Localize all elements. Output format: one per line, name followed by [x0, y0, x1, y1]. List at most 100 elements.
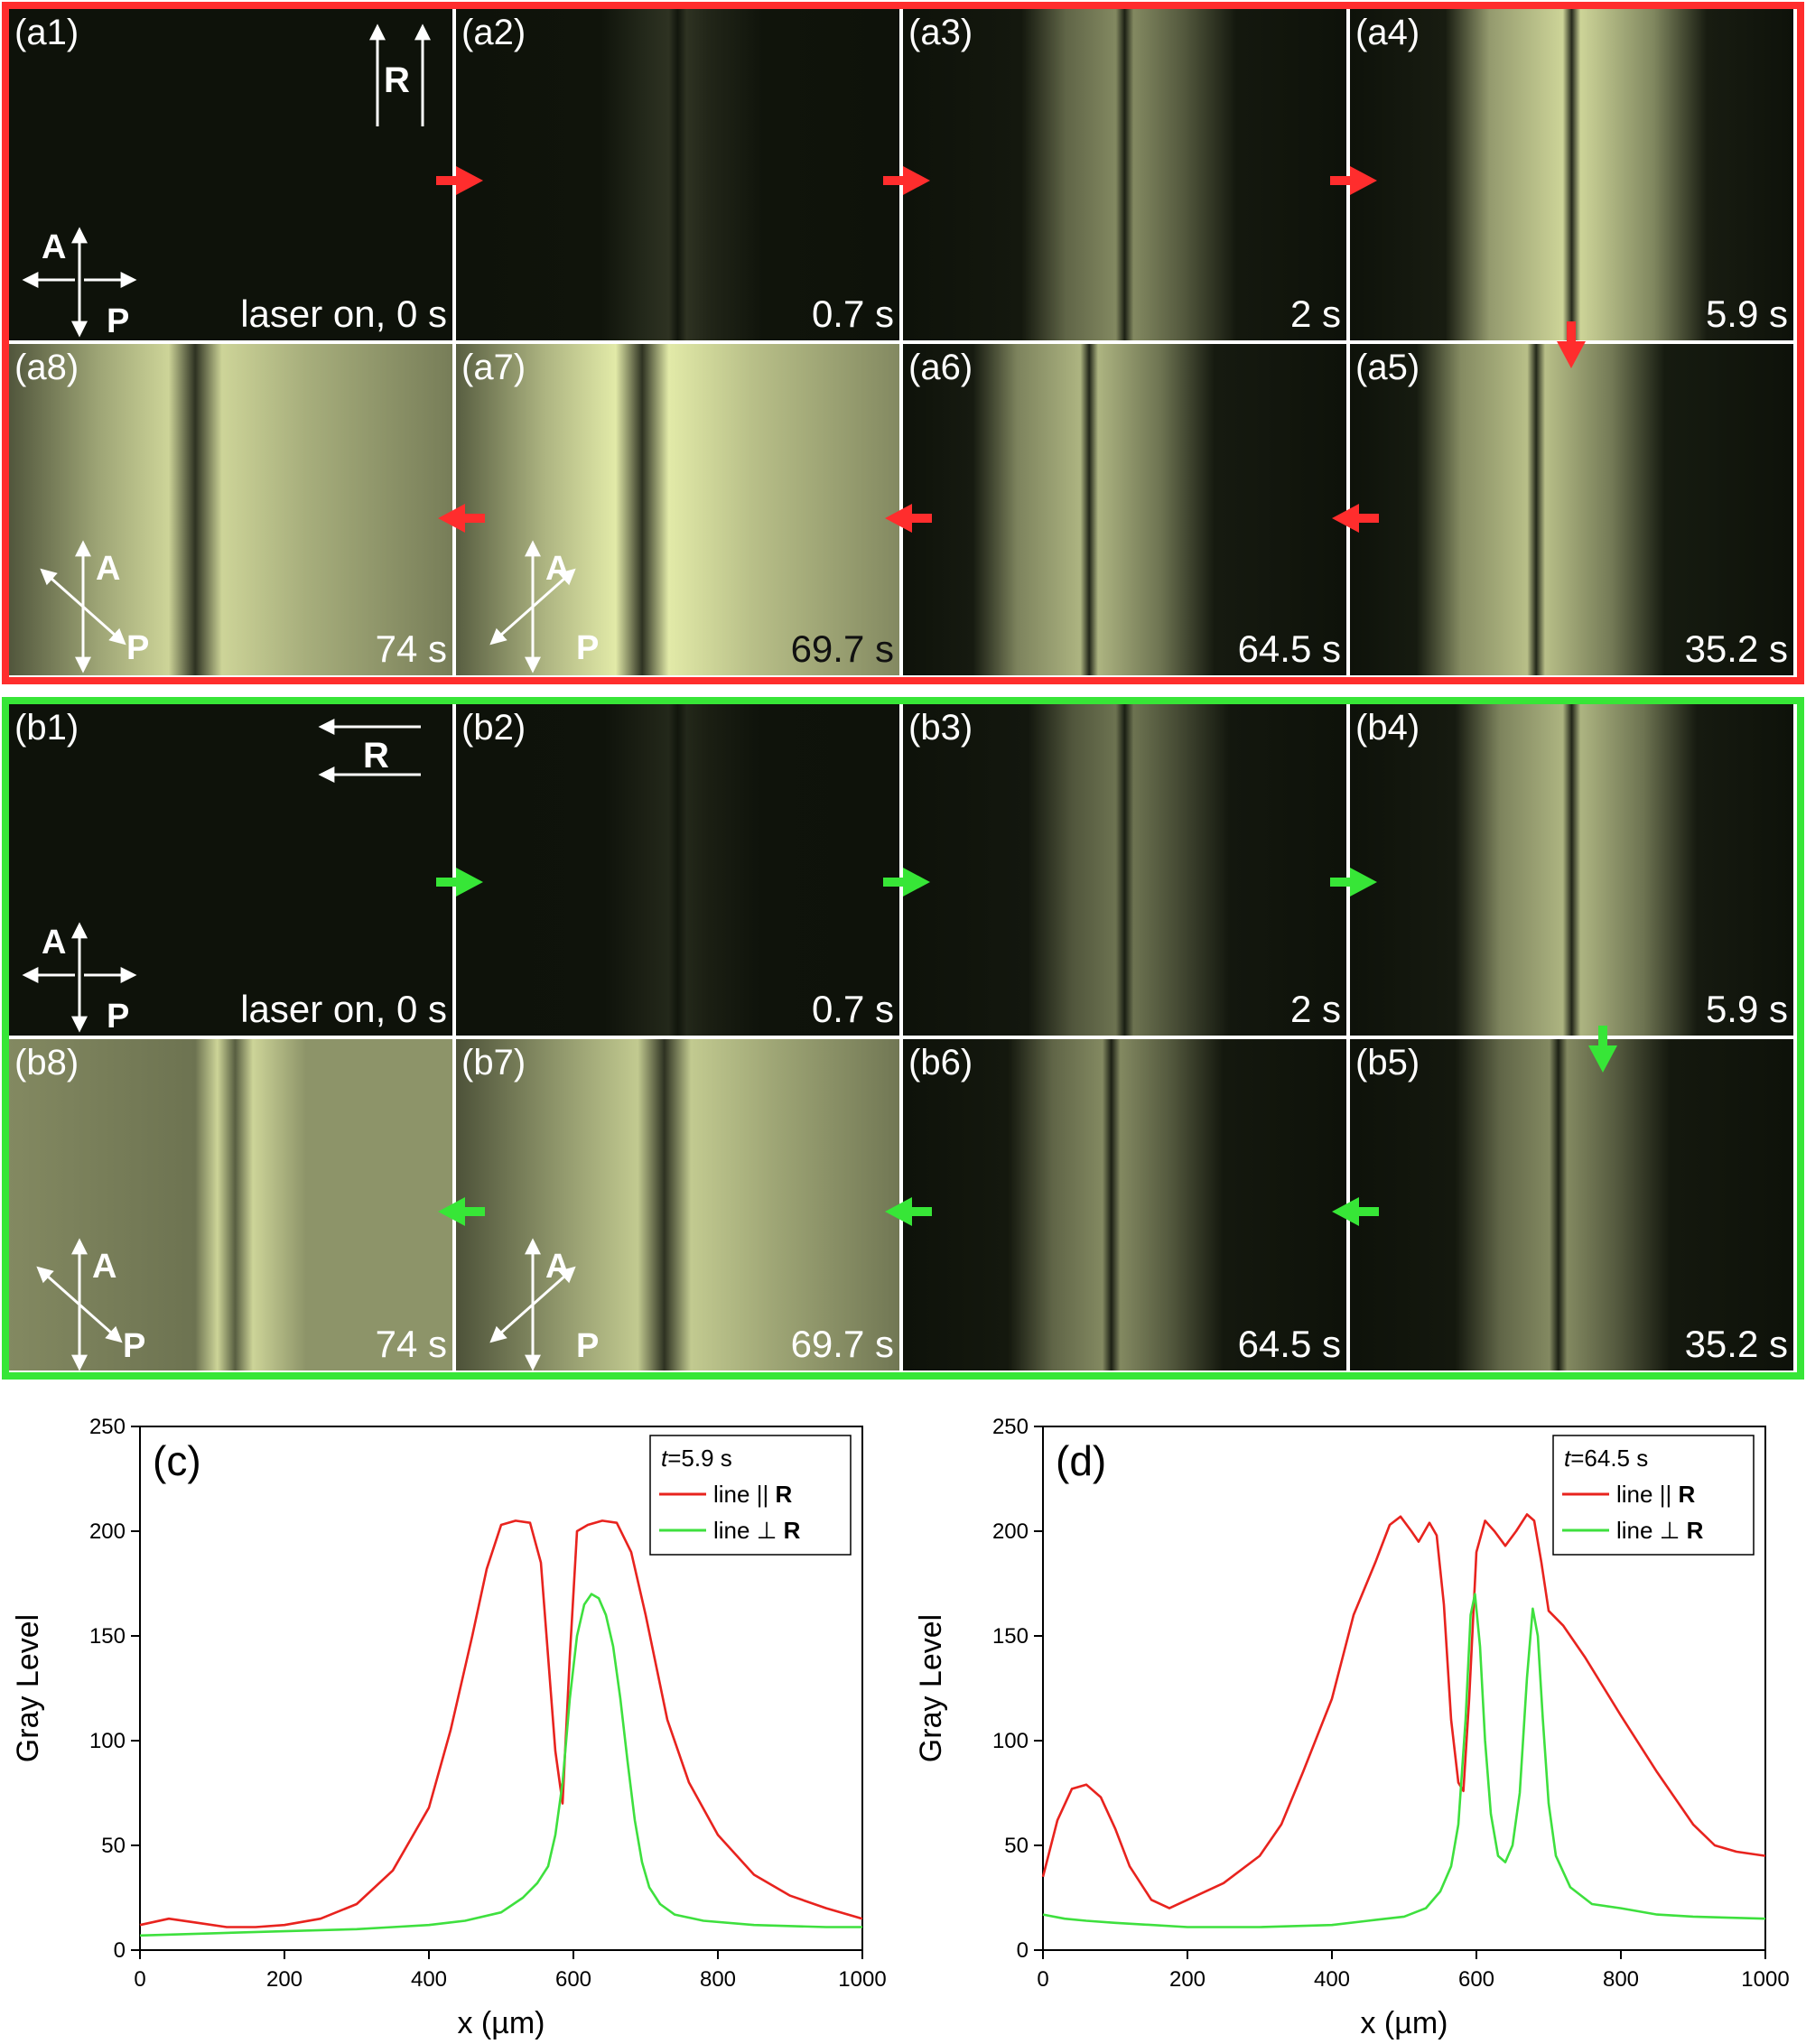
panel-label-a6: (a6) — [908, 348, 973, 387]
panel-time-b3: 2 s — [1289, 988, 1341, 1030]
micrograph-a4: (a4) 5.9 s — [1350, 9, 1793, 340]
chart-c-series-perpendicular-line — [139, 1593, 862, 1937]
group-b-frame — [2, 697, 1804, 1380]
chart-d-legend-entry: line || R — [1616, 1481, 1695, 1508]
panel-time-b7: 69.7 s — [790, 1323, 894, 1365]
chart-c-ytick-label: 100 — [89, 1729, 126, 1753]
chart-d-xtick-label: 0 — [1037, 1967, 1048, 1992]
panel-label-a1: (a1) — [14, 13, 79, 52]
chart-d-legend-title: t=64.5 s — [1564, 1445, 1648, 1472]
chart-c-ytick-label: 50 — [101, 1834, 126, 1858]
micrograph-image-b6 — [903, 1039, 1346, 1370]
chart-c-ytick-label: 0 — [114, 1938, 126, 1963]
chart-d-ytick-label: 0 — [1017, 1938, 1029, 1963]
chart-d-series-perpendicular-line — [1042, 1593, 1766, 1928]
panel-time-a3: 2 s — [1289, 293, 1341, 335]
micrograph-b5: (b5) 35.2 s — [1350, 1039, 1793, 1370]
micrograph-b8: (b8) 74 s — [9, 1039, 452, 1370]
micrograph-image-a1 — [9, 9, 452, 340]
chart-d-ytick-label: 250 — [992, 1415, 1029, 1439]
chart-d-xlabel: x (µm) — [1360, 2006, 1448, 2040]
micrograph-image-a5 — [1350, 344, 1793, 675]
chart-c-xtick-label: 200 — [266, 1967, 303, 1992]
micrograph-a1: (a1) laser on, 0 s — [9, 9, 452, 340]
chart-d-ytick-label: 50 — [1004, 1834, 1029, 1858]
chart-d: 0 200 400 600 800 1000 0 50 100 150 200 250 x (µm) Gr… — [914, 1415, 1790, 2040]
panel-time-b2: 0.7 s — [811, 988, 894, 1030]
micrograph-image-b2 — [456, 704, 899, 1036]
panel-time-a6: 64.5 s — [1237, 627, 1341, 670]
chart-d-series-parallel-line — [1041, 1513, 1766, 1909]
chart-d-ytick-label: 100 — [992, 1729, 1029, 1753]
panel-time-a8: 74 s — [375, 627, 447, 670]
micrograph-b6: (b6) 64.5 s — [903, 1039, 1346, 1370]
micrograph-image-b1 — [9, 704, 452, 1036]
group-a-frame — [2, 2, 1804, 684]
chart-d-xtick-label: 200 — [1169, 1967, 1206, 1992]
micrograph-image-a6 — [903, 344, 1346, 675]
panel-label-a5: (a5) — [1355, 348, 1420, 387]
micrograph-image-b7 — [456, 1039, 899, 1370]
chart-c-legend-entry: line || R — [713, 1481, 792, 1508]
chart-c-xtick-label: 400 — [411, 1967, 447, 1992]
panel-time-a4: 5.9 s — [1705, 293, 1788, 335]
panel-label-b8: (b8) — [14, 1043, 79, 1082]
chart-c-series-parallel-line — [139, 1519, 863, 1928]
panel-time-b1: laser on, 0 s — [240, 988, 447, 1030]
chart-c-ytick-label: 150 — [89, 1624, 126, 1649]
chart-d-xtick-label: 1000 — [1741, 1967, 1789, 1992]
micrograph-b2: (b2) 0.7 s — [456, 704, 899, 1036]
micrograph-image-b5 — [1350, 1039, 1793, 1370]
chart-d-xtick-label: 800 — [1603, 1967, 1639, 1992]
micrograph-image-b3 — [903, 704, 1346, 1036]
chart-d-ytick-label: 200 — [992, 1519, 1029, 1544]
micrograph-a7: (a7) 69.7 s — [456, 344, 899, 675]
panel-label-b4: (b4) — [1355, 708, 1420, 748]
chart-c-ytick-label: 200 — [89, 1519, 126, 1544]
chart-d-ylabel: Gray Level — [914, 1614, 948, 1762]
chart-d-panel-label: (d) — [1056, 1437, 1106, 1484]
chart-d-legend-entry: line ⊥ R — [1616, 1517, 1704, 1544]
panel-time-b4: 5.9 s — [1705, 988, 1788, 1030]
micrograph-image-b4 — [1350, 704, 1793, 1036]
panel-time-b8: 74 s — [375, 1323, 447, 1365]
chart-c-xtick-label: 800 — [700, 1967, 736, 1992]
chart-c-legend-title: t=5.9 s — [661, 1445, 732, 1472]
panel-label-a3: (a3) — [908, 13, 973, 52]
chart-d-ytick-label: 150 — [992, 1624, 1029, 1649]
micrograph-a6: (a6) 64.5 s — [903, 344, 1346, 675]
panel-time-a2: 0.7 s — [811, 293, 894, 335]
micrograph-b4: (b4) 5.9 s — [1350, 704, 1793, 1036]
panel-label-b5: (b5) — [1355, 1043, 1420, 1082]
micrograph-a8: (a8) 74 s — [9, 344, 452, 675]
chart-c-xlabel: x (µm) — [457, 2006, 545, 2040]
panel-time-a5: 35.2 s — [1684, 627, 1788, 670]
chart-c: 0 200 400 600 800 1000 0 50 100 150 200 250 x (µm) Gr… — [11, 1415, 887, 2040]
panel-label-a2: (a2) — [461, 13, 526, 52]
panel-label-a4: (a4) — [1355, 13, 1420, 52]
panel-label-b2: (b2) — [461, 708, 526, 748]
chart-c-xtick-label: 0 — [134, 1967, 145, 1992]
chart-c-plot-frame — [139, 1426, 863, 1951]
panel-time-b6: 64.5 s — [1237, 1323, 1341, 1365]
panel-label-b1: (b1) — [14, 708, 79, 748]
micrograph-image-a2 — [456, 9, 899, 340]
micrograph-b1: (b1) laser on, 0 s — [9, 704, 452, 1036]
micrograph-image-b8 — [9, 1039, 452, 1370]
micrograph-image-a7 — [456, 344, 899, 675]
micrograph-image-a4 — [1350, 9, 1793, 340]
chart-d-plot-frame — [1042, 1426, 1766, 1951]
chart-c-legend-entry: line ⊥ R — [713, 1517, 801, 1544]
panel-label-b6: (b6) — [908, 1043, 973, 1082]
panel-time-a1: laser on, 0 s — [240, 293, 447, 335]
micrograph-b7: (b7) 69.7 s — [456, 1039, 899, 1370]
micrograph-b3: (b3) 2 s — [903, 704, 1346, 1036]
micrograph-a3: (a3) 2 s — [903, 9, 1346, 340]
chart-c-panel-label: (c) — [153, 1437, 201, 1484]
chart-d-xtick-label: 400 — [1314, 1967, 1350, 1992]
micrograph-a2: (a2) 0.7 s — [456, 9, 899, 340]
panel-label-a7: (a7) — [461, 348, 526, 387]
panel-time-a7: 69.7 s — [790, 627, 894, 670]
chart-c-xtick-label: 1000 — [838, 1967, 886, 1992]
panel-label-b7: (b7) — [461, 1043, 526, 1082]
